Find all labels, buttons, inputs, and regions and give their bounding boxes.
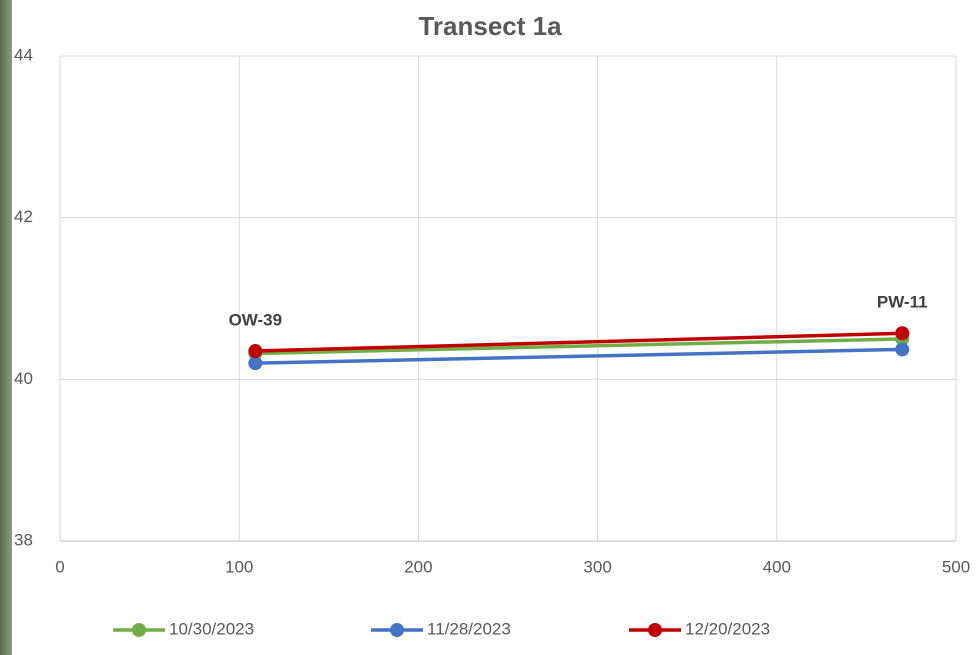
data-point: [248, 356, 263, 371]
legend-label: 10/30/2023: [169, 619, 254, 638]
legend-label: 11/28/2023: [427, 619, 511, 638]
chart-title: Transect 1a: [418, 11, 562, 41]
x-tick-label: 0: [55, 557, 64, 576]
x-tick-label: 500: [942, 557, 970, 576]
series-line: [255, 347, 903, 365]
series-line: [255, 331, 903, 353]
legend-label: 12/20/2023: [685, 619, 770, 638]
y-tick-label: 38: [14, 530, 33, 549]
legend-marker: [390, 623, 404, 637]
y-tick-label: 44: [14, 45, 33, 64]
data-point: [248, 344, 263, 359]
background-strip: [0, 0, 12, 655]
x-tick-label: 300: [583, 557, 611, 576]
point-label: OW-39: [229, 311, 283, 330]
series-line: [255, 337, 903, 356]
data-point: [895, 326, 910, 341]
y-tick-label: 42: [14, 207, 33, 226]
x-tick-label: 400: [763, 557, 791, 576]
y-tick-label: 40: [14, 369, 33, 388]
data-point: [895, 342, 910, 357]
point-label: PW-11: [877, 293, 928, 312]
legend-marker: [132, 623, 146, 637]
x-tick-label: 200: [404, 557, 432, 576]
x-tick-label: 100: [225, 557, 253, 576]
legend-marker: [648, 623, 662, 637]
